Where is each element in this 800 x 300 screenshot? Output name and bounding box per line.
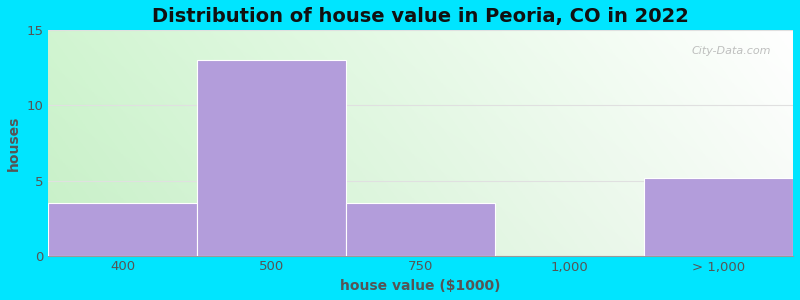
X-axis label: house value ($1000): house value ($1000) [341,279,501,293]
Bar [198,60,346,256]
Bar [644,178,793,256]
Bar [346,203,495,256]
Bar [48,203,198,256]
Text: City-Data.com: City-Data.com [691,46,770,56]
Title: Distribution of house value in Peoria, CO in 2022: Distribution of house value in Peoria, C… [152,7,689,26]
Y-axis label: houses: houses [7,115,21,171]
